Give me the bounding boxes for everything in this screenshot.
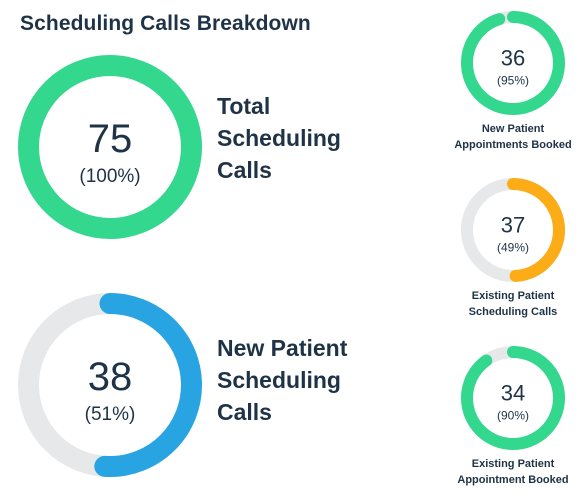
label-line: Scheduling Calls [468,306,558,318]
donut-percent-text: (95%) [497,74,529,88]
donut-value-arc [18,55,202,239]
label-line: Appointments Booked [454,139,572,151]
page-title: Scheduling Calls Breakdown [20,12,311,35]
donut-value-text: 34 [501,381,525,406]
donut-value-text: 36 [501,46,525,71]
donut-value-text: 37 [501,213,525,238]
donut-percent-text: (100%) [79,166,140,187]
donut-value-arc [461,178,565,282]
label-existing-booked: Existing Patient Appointment Booked [438,456,587,488]
donut-value-text: 75 [88,117,133,161]
label-new-patient: New Patient Scheduling Calls [217,332,347,428]
donut-existing: 37 (49%) [461,178,565,282]
donut-new-patient: 38 (51%) [18,293,202,477]
donut-percent-text: (51%) [85,404,136,425]
donut-percent-text: (90%) [497,409,529,423]
donut-value-text: 38 [88,355,133,399]
label-new-booked: New Patient Appointments Booked [438,121,587,153]
label-line: Scheduling [217,125,341,151]
label-existing: Existing Patient Scheduling Calls [438,288,587,320]
label-line: New Patient [481,123,545,135]
label-line: Total [217,93,271,119]
donut-total: 75 (100%) [18,55,202,239]
donut-value-arc [18,293,202,477]
label-line: New Patient [217,335,348,361]
donut-value-arc [461,11,565,115]
label-line: Calls [217,399,272,425]
label-line: Scheduling [217,367,341,393]
label-line: Existing Patient [471,458,555,470]
donut-percent-text: (49%) [497,241,529,255]
label-line: Calls [217,157,272,183]
donut-value-arc [461,346,565,450]
label-line: Appointment Booked [457,474,569,486]
label-line: Existing Patient [471,290,555,302]
donut-new-booked: 36 (95%) [461,11,565,115]
donut-existing-booked: 34 (90%) [461,346,565,450]
label-total: Total Scheduling Calls [217,90,341,186]
